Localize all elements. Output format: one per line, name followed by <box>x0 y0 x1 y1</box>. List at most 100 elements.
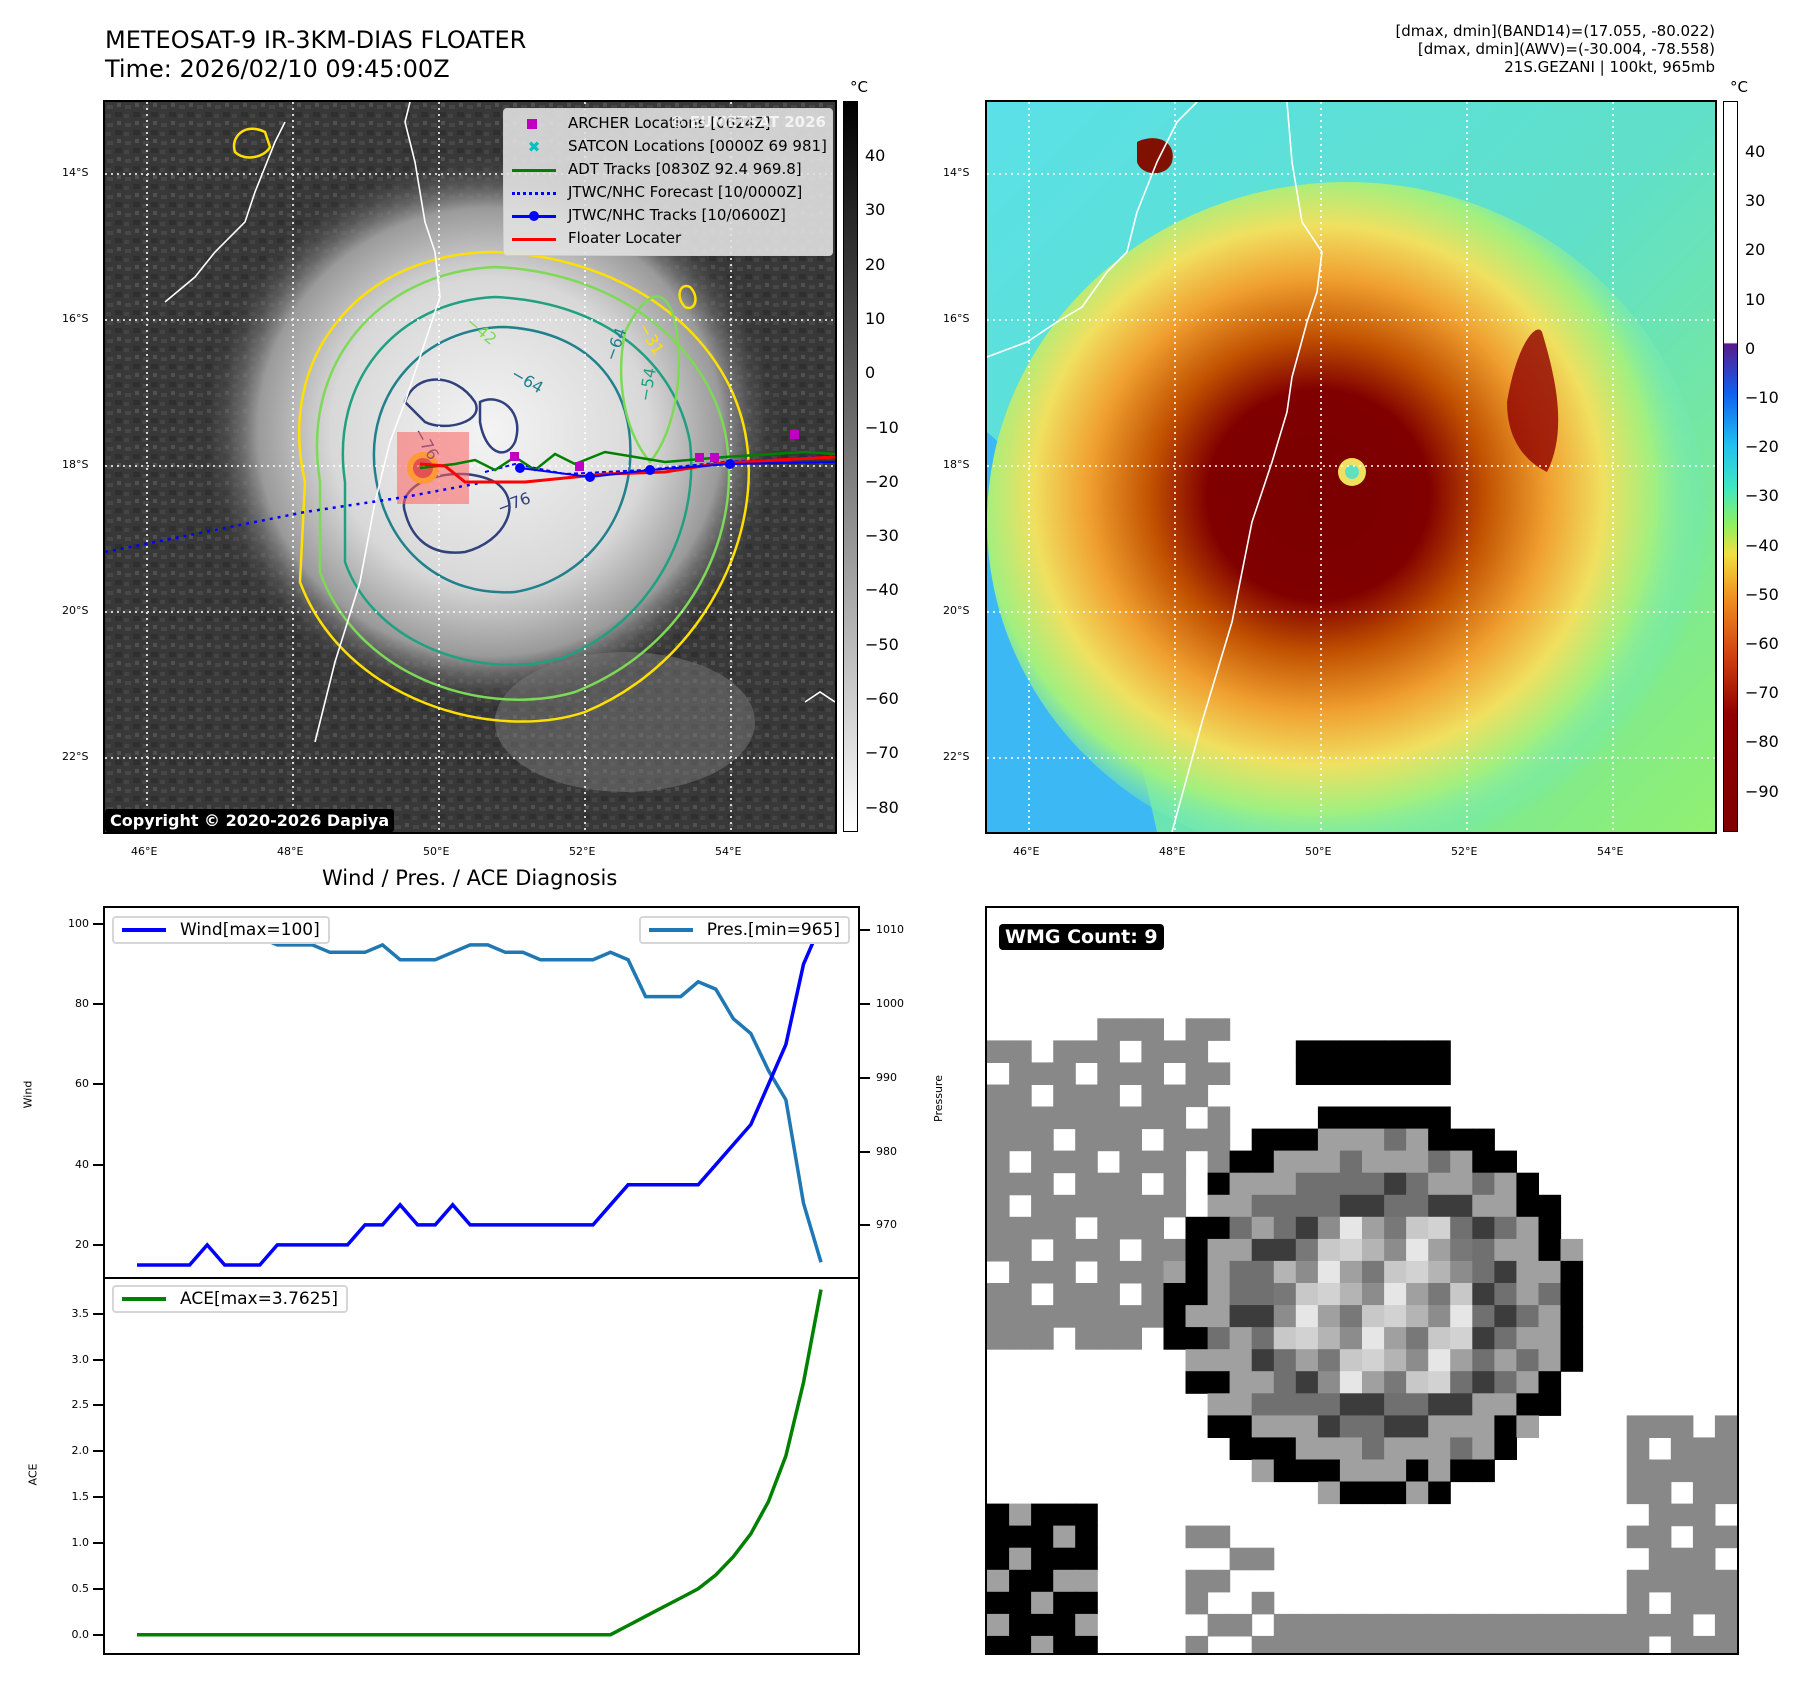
wmg-cell <box>1119 1194 1142 1218</box>
wmg-cell <box>1207 1371 1231 1394</box>
wmg-cell <box>1053 1150 1076 1174</box>
wmg-cell <box>1207 1128 1231 1152</box>
wmg-cell <box>1141 1194 1164 1218</box>
axis-tick <box>93 923 103 926</box>
wmg-cell <box>1450 1260 1473 1284</box>
colorbar-tick-label: 10 <box>865 308 886 328</box>
wmg-cell <box>1317 1393 1341 1416</box>
wmg-cell <box>1207 1327 1231 1350</box>
wmg-cell <box>1009 1283 1032 1306</box>
wmg-cell <box>1185 1525 1209 1549</box>
wmg-cell <box>1119 1062 1142 1085</box>
wmg-cell <box>1339 1459 1363 1483</box>
wmg-cell <box>1295 1635 1319 1653</box>
wmg-cell <box>1516 1172 1539 1196</box>
wmg-cell <box>1229 1437 1253 1460</box>
wmg-cell <box>1472 1415 1495 1438</box>
wmg-cell <box>1450 1128 1473 1152</box>
wmg-cell <box>1317 1106 1341 1130</box>
wmg-cell <box>1251 1327 1275 1350</box>
wmg-cell <box>1009 1106 1032 1130</box>
axis-tick <box>860 929 870 932</box>
wmg-cell <box>1141 1216 1164 1240</box>
wmg-cell <box>1031 1150 1054 1174</box>
wmg-cell <box>1229 1327 1253 1350</box>
wmg-cell <box>1075 1128 1098 1152</box>
wind-legend: Wind[max=100] <box>112 916 330 944</box>
wmg-cell <box>1384 1415 1407 1438</box>
wmg-cell <box>1406 1150 1429 1174</box>
lat-label: 18°S <box>943 458 970 471</box>
wmg-cell <box>1185 1084 1209 1108</box>
wmg-cell <box>1538 1216 1562 1240</box>
wmg-cell <box>1053 1635 1076 1653</box>
lon-label: 48°E <box>277 845 304 858</box>
axis-tick <box>93 1541 103 1544</box>
wmg-cell <box>1362 1150 1385 1174</box>
wmg-cell <box>1604 1613 1628 1637</box>
wmg-cell <box>1229 1371 1253 1394</box>
wmg-cell <box>1031 1062 1054 1085</box>
wmg-cell <box>1339 1062 1363 1085</box>
wmg-cell <box>1472 1238 1495 1262</box>
wmg-cell <box>1251 1260 1275 1284</box>
wmg-cell <box>1229 1415 1253 1438</box>
wmg-cell <box>1075 1569 1098 1593</box>
wmg-cell <box>987 1305 1010 1328</box>
wmg-cell <box>1406 1613 1429 1637</box>
wmg-cell <box>1339 1216 1363 1240</box>
wmg-cell <box>1406 1106 1429 1130</box>
wmg-cell <box>1185 1635 1209 1653</box>
wmg-cell <box>1185 1349 1209 1372</box>
wmg-cell <box>1626 1525 1650 1549</box>
wmg-cell <box>1207 1613 1231 1637</box>
lon-label: 52°E <box>569 845 596 858</box>
wmg-cell <box>1207 1106 1231 1130</box>
colorbar-tick-label: 0 <box>865 363 876 383</box>
contour-north-island <box>232 127 272 159</box>
wmg-cell <box>1339 1481 1363 1505</box>
wmg-cell <box>1516 1216 1539 1240</box>
colorbar-tick-label: −20 <box>1745 437 1779 457</box>
wmg-cell <box>1648 1503 1672 1527</box>
wmg-cell <box>1406 1459 1429 1483</box>
lat-label: 16°S <box>943 312 970 325</box>
wmg-cell <box>1053 1040 1076 1063</box>
wmg-cell <box>1406 1194 1429 1218</box>
wmg-cell <box>1406 1128 1429 1152</box>
wmg-cell <box>987 1591 1010 1615</box>
wmg-cell <box>1538 1305 1562 1328</box>
wmg-cell <box>1406 1238 1429 1262</box>
wmg-cell <box>987 1084 1010 1108</box>
wmg-cell <box>1428 1635 1451 1653</box>
wmg-cell <box>1229 1305 1253 1328</box>
wmg-cell <box>1031 1525 1054 1549</box>
wmg-cell <box>1295 1040 1319 1063</box>
storm-moisture <box>987 182 1707 832</box>
wmg-cell <box>1119 1106 1142 1130</box>
colorbar-tick-label: −20 <box>865 471 899 491</box>
line-icon <box>512 163 556 177</box>
wmg-cell <box>1362 1040 1385 1063</box>
wmg-cell <box>987 1503 1010 1527</box>
wmg-cell <box>1251 1216 1275 1240</box>
wmg-cell <box>1273 1283 1297 1306</box>
wmg-cell <box>1450 1613 1473 1637</box>
wmg-cell <box>1450 1283 1473 1306</box>
wmg-cell <box>1031 1106 1054 1130</box>
wmg-cell <box>1582 1635 1606 1653</box>
wmg-cell <box>1494 1305 1517 1328</box>
wmg-cell <box>1185 1305 1209 1328</box>
wmg-cell <box>1692 1481 1716 1505</box>
wmg-cell <box>1362 1172 1385 1196</box>
wmg-cell <box>1670 1437 1694 1460</box>
axis-tick <box>860 1150 870 1153</box>
awv-map-panel <box>985 100 1717 834</box>
colorbar-tick-label: 10 <box>1745 289 1766 309</box>
wmg-cell <box>1295 1393 1319 1416</box>
wmg-cell <box>1406 1349 1429 1372</box>
wmg-cell <box>1362 1216 1385 1240</box>
wmg-cell <box>1031 1216 1054 1240</box>
wmg-cell <box>1119 1150 1142 1174</box>
lon-label: 46°E <box>131 845 158 858</box>
